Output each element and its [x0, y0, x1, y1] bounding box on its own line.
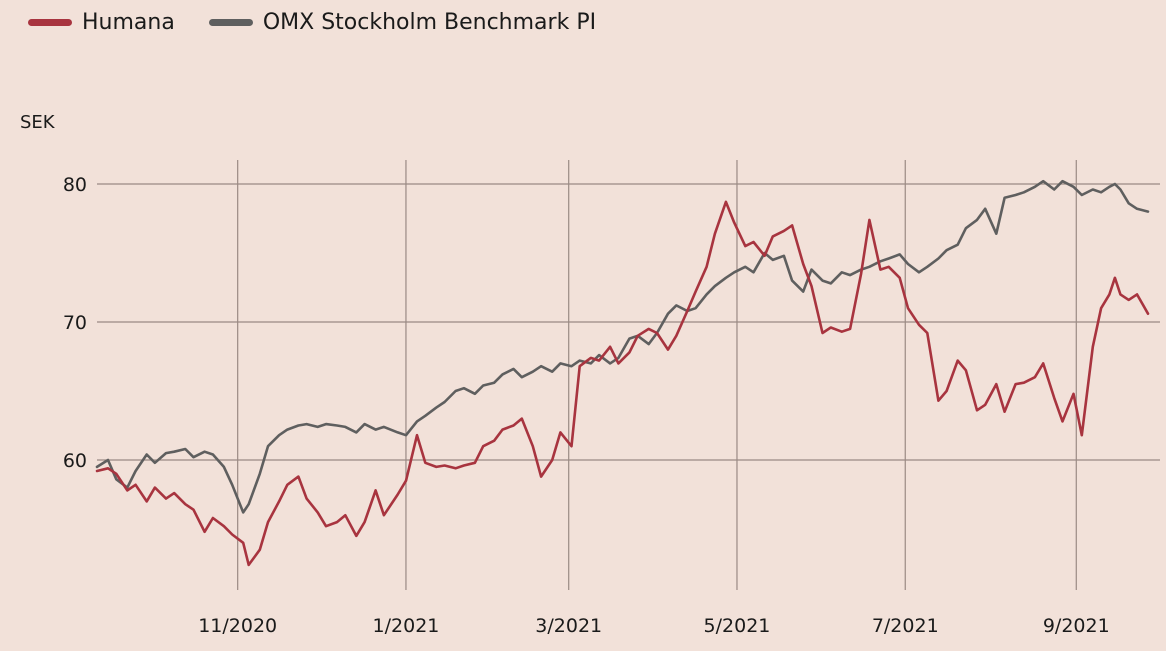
y-tick-label: 60: [63, 450, 87, 472]
y-tick-label: 70: [63, 312, 87, 334]
legend-item-omx[interactable]: OMX Stockholm Benchmark PI: [208, 9, 597, 35]
legend-swatch-omx: [208, 18, 253, 26]
omx-line: [95, 179, 1150, 514]
humana-line: [95, 200, 1150, 567]
y-tick-label: 80: [63, 174, 87, 196]
legend: Humana OMX Stockholm Benchmark PI: [28, 6, 596, 38]
legend-label-humana: Humana: [82, 9, 175, 35]
legend-item-humana[interactable]: Humana: [28, 10, 175, 35]
x-tick-label: 1/2021: [373, 615, 440, 637]
legend-swatch-humana: [28, 18, 72, 26]
x-tick-label: 7/2021: [872, 615, 939, 637]
x-tick-label: 9/2021: [1043, 615, 1110, 637]
x-tick-label: 5/2021: [704, 615, 771, 637]
x-tick-label: 3/2021: [535, 615, 602, 637]
legend-label-omx: OMX Stockholm Benchmark PI: [262, 9, 597, 35]
y-axis-unit-label: SEK: [20, 112, 55, 133]
x-tick-label: 11/2020: [198, 615, 277, 637]
